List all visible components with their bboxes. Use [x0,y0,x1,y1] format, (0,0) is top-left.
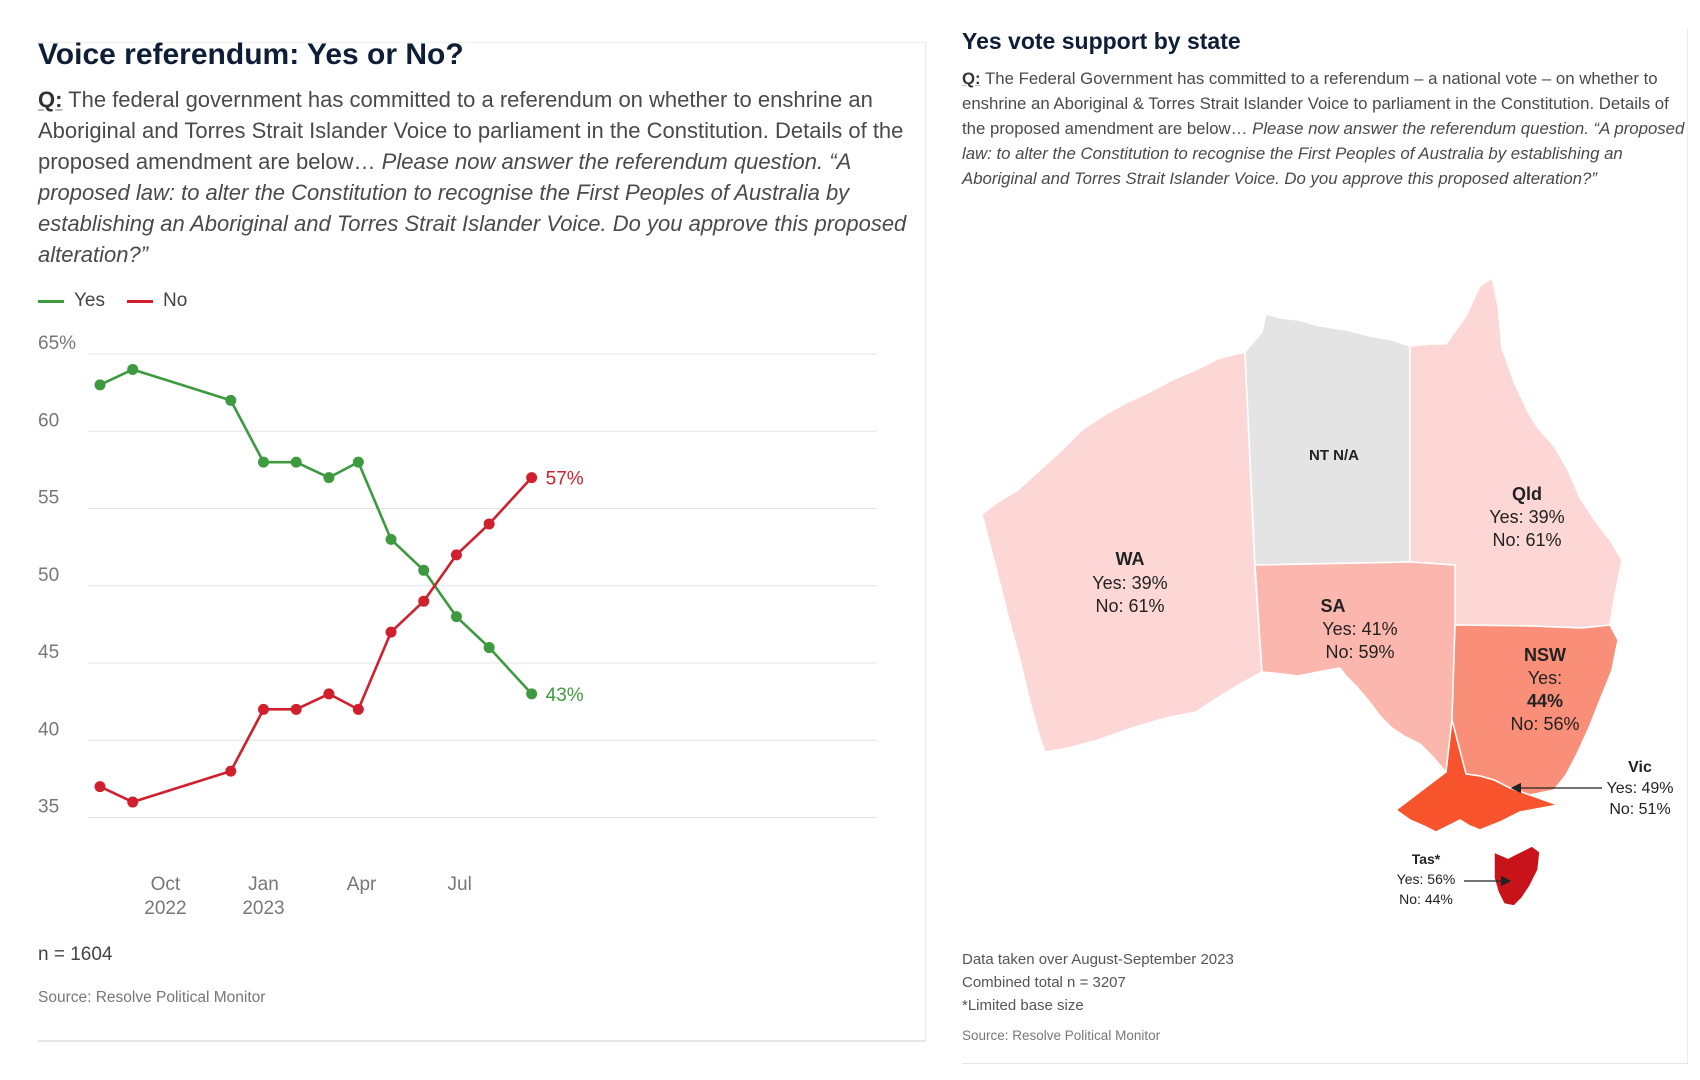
legend-swatch-yes [38,299,64,303]
data-point-no [94,781,106,793]
data-point-no [225,765,237,777]
data-point-no [385,626,397,638]
data-point-yes [418,564,430,576]
line-chart: 65% 60 55 50 45 40 35 Oct 2022 Jan 2023 Apr Jul 43% 57… [38,333,877,919]
y-tick-label: 60 [38,410,59,431]
end-label-yes: 43% [546,685,584,706]
data-point-no [526,472,538,484]
label-sa-no: No: 59% [1325,642,1394,662]
line-chart-card [38,42,926,1042]
label-wa-yes: Yes: 39% [1092,573,1167,593]
data-point-yes [526,688,538,700]
map-question: Q: The Federal Government has committed … [962,66,1688,191]
label-wa-state: WA [1116,549,1145,569]
legend-label-yes: Yes [74,290,105,311]
x-tick-label: Jul [448,874,472,895]
label-sa-yes: Yes: 41% [1322,619,1397,639]
australia-map: NT N/A WA Yes: 39% No: 61% Qld Yes: 39% … [981,276,1674,907]
data-point-yes [225,394,237,406]
label-nsw-state: NSW [1524,645,1566,665]
data-point-no [290,703,302,715]
state-nt [1244,313,1411,566]
map-title: Yes vote support by state [962,28,1241,54]
state-wa [981,351,1263,753]
x-tick-year: 2023 [242,898,284,919]
map-question-label: Q: [962,69,981,88]
label-qld-no: No: 61% [1492,530,1561,550]
data-point-no [483,518,495,530]
data-point-no [352,703,364,715]
y-tick-label: 55 [38,488,59,509]
y-tick-label: 35 [38,797,59,818]
data-point-no [258,703,269,715]
chart-legend: Yes No [38,290,209,312]
data-point-yes [483,642,495,654]
label-wa-no: No: 61% [1095,596,1164,616]
sample-size: n = 1604 [38,944,113,965]
data-point-yes [127,363,139,375]
x-tick-label: Oct [151,874,181,895]
x-tick-label: Jan [248,874,279,895]
question-text: The federal government has committed to … [38,87,904,174]
question-italic: Please now answer the referendum questio… [38,149,907,267]
y-tick-label: 50 [38,565,59,586]
legend-item-yes: Yes [38,290,105,312]
data-point-yes [450,611,462,623]
y-tick-label: 65% [38,333,76,354]
data-point-yes [323,472,335,484]
label-tas-state: Tas* [1412,851,1441,867]
data-point-no [418,595,430,607]
x-tick-label: Apr [347,874,377,895]
line-chart-title: Voice referendum: Yes or No? [38,38,464,71]
legend-item-no: No [127,290,187,312]
data-point-yes [258,456,269,468]
line-chart-question: Q: The federal government has committed … [38,84,918,270]
map-question-text: The Federal Government has committed to … [962,69,1669,138]
legend-swatch-no [127,299,153,303]
data-point-yes [385,533,397,545]
map-source: Source: Resolve Political Monitor [962,1028,1161,1043]
map-note-dates: Data taken over August-September 2023 [962,951,1234,968]
label-sa-state: SA [1320,596,1345,616]
label-nsw-no: No: 56% [1510,714,1579,734]
data-point-yes [352,456,364,468]
label-nsw-yes: Yes: [1528,668,1562,688]
left-source: Source: Resolve Political Monitor [38,989,266,1006]
label-nt: NT N/A [1309,447,1359,464]
series-line-no [99,476,533,804]
data-point-no [450,549,462,561]
x-tick-year: 2022 [144,898,186,919]
map-question-italic: Please now answer the referendum questio… [962,119,1685,188]
label-qld-yes: Yes: 39% [1489,507,1564,527]
data-point-yes [94,379,106,391]
label-tas-yes: Yes: 56% [1397,871,1456,887]
end-label-no: 57% [546,469,584,490]
series-line-yes [99,368,533,695]
label-qld-state: Qld [1512,484,1542,504]
data-point-no [127,796,139,808]
y-tick-label: 45 [38,642,59,663]
data-point-yes [290,456,302,468]
legend-label-no: No [163,290,188,311]
state-vic [1394,719,1561,833]
map-note-total: Combined total n = 3207 [962,974,1126,991]
label-vic-state: Vic [1628,759,1652,776]
label-nsw-yes-pct: 44% [1527,691,1563,711]
state-tas [1493,845,1541,907]
label-vic-yes: Yes: 49% [1606,780,1673,797]
question-label: Q: [38,87,63,112]
data-point-no [323,688,335,700]
state-sa [1254,561,1456,774]
y-tick-label: 40 [38,719,59,740]
map-note-base: *Limited base size [962,997,1084,1014]
map-card [962,28,1688,1064]
label-tas-no: No: 44% [1399,891,1453,907]
label-vic-no: No: 51% [1609,801,1670,818]
